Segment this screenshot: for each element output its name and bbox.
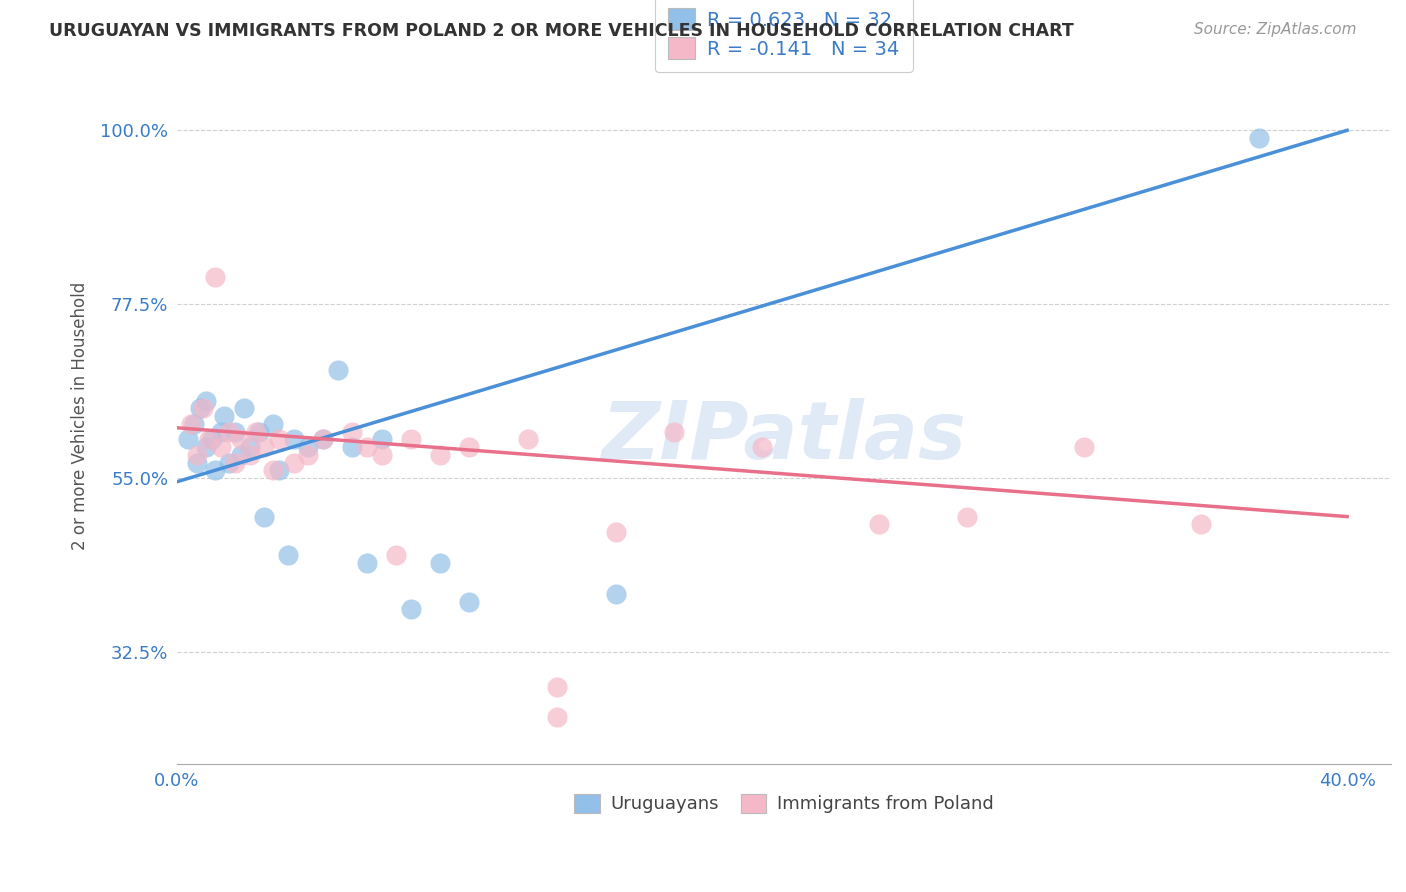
Point xyxy=(385,548,408,562)
Point xyxy=(262,417,284,431)
Point xyxy=(356,556,378,570)
Point xyxy=(956,509,979,524)
Point xyxy=(269,433,291,447)
Point xyxy=(429,448,451,462)
Point xyxy=(516,433,538,447)
Point xyxy=(751,440,773,454)
Point xyxy=(188,401,211,416)
Point xyxy=(546,680,568,694)
Point xyxy=(191,401,214,416)
Point xyxy=(356,440,378,454)
Point xyxy=(370,433,392,447)
Point xyxy=(297,448,319,462)
Point xyxy=(1249,131,1271,145)
Point xyxy=(229,448,252,462)
Point xyxy=(546,710,568,724)
Point xyxy=(218,425,240,439)
Point xyxy=(209,440,232,454)
Point xyxy=(1073,440,1095,454)
Point xyxy=(458,440,481,454)
Point xyxy=(868,517,890,532)
Point xyxy=(399,433,422,447)
Point xyxy=(605,587,627,601)
Point xyxy=(224,456,246,470)
Point xyxy=(277,548,299,562)
Point xyxy=(283,456,305,470)
Point xyxy=(458,594,481,608)
Point xyxy=(262,463,284,477)
Point xyxy=(204,463,226,477)
Point xyxy=(209,425,232,439)
Point xyxy=(201,433,224,447)
Point xyxy=(233,401,256,416)
Point xyxy=(605,524,627,539)
Text: Source: ZipAtlas.com: Source: ZipAtlas.com xyxy=(1194,22,1357,37)
Point xyxy=(198,433,221,447)
Point xyxy=(312,433,335,447)
Point xyxy=(326,363,349,377)
Point xyxy=(253,440,276,454)
Point xyxy=(1189,517,1212,532)
Point xyxy=(370,448,392,462)
Point xyxy=(429,556,451,570)
Point xyxy=(253,509,276,524)
Point xyxy=(204,270,226,285)
Point xyxy=(239,448,262,462)
Text: ZIPatlas: ZIPatlas xyxy=(602,398,966,476)
Point xyxy=(312,433,335,447)
Point xyxy=(194,393,217,408)
Legend: Uruguayans, Immigrants from Poland: Uruguayans, Immigrants from Poland xyxy=(564,783,1004,824)
Point xyxy=(183,417,205,431)
Text: URUGUAYAN VS IMMIGRANTS FROM POLAND 2 OR MORE VEHICLES IN HOUSEHOLD CORRELATION : URUGUAYAN VS IMMIGRANTS FROM POLAND 2 OR… xyxy=(49,22,1074,40)
Point xyxy=(342,425,364,439)
Point xyxy=(269,463,291,477)
Point xyxy=(247,425,270,439)
Point xyxy=(224,425,246,439)
Point xyxy=(662,425,685,439)
Y-axis label: 2 or more Vehicles in Household: 2 or more Vehicles in Household xyxy=(72,282,89,550)
Point xyxy=(186,448,208,462)
Point xyxy=(283,433,305,447)
Point xyxy=(218,456,240,470)
Point xyxy=(186,456,208,470)
Point xyxy=(297,440,319,454)
Point xyxy=(245,425,267,439)
Point xyxy=(180,417,202,431)
Point xyxy=(229,433,252,447)
Point xyxy=(399,602,422,616)
Point xyxy=(194,440,217,454)
Point xyxy=(342,440,364,454)
Point xyxy=(177,433,200,447)
Point xyxy=(212,409,235,424)
Point xyxy=(239,440,262,454)
